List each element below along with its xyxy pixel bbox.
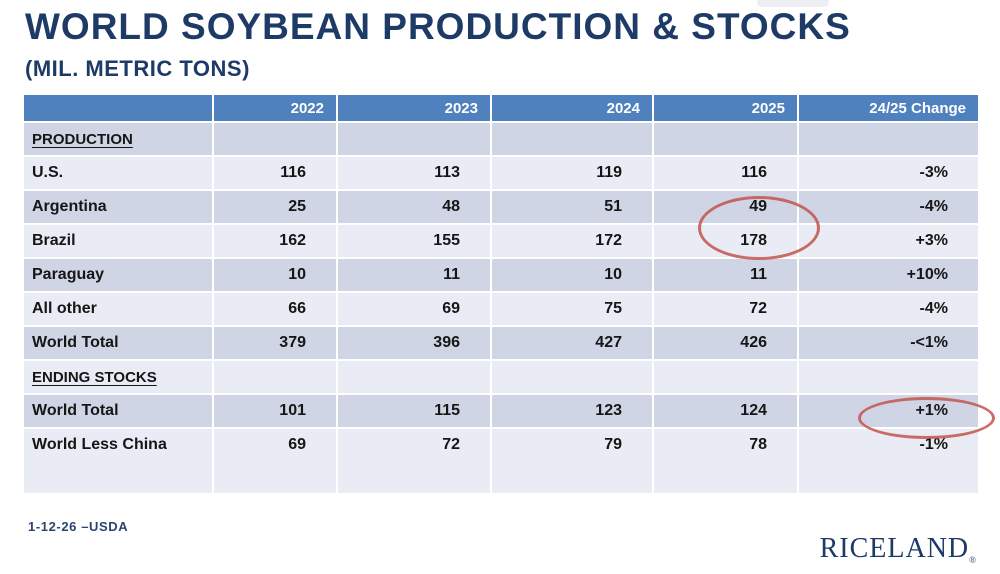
cell-2023: 11	[338, 259, 490, 291]
col-header-2025: 2025	[654, 95, 797, 121]
cell-2023: 113	[338, 157, 490, 189]
cell-2025: 78	[654, 429, 797, 493]
cell-2025: 178	[654, 225, 797, 257]
riceland-logo: RICELAND®	[820, 533, 976, 565]
cell-2025: 72	[654, 293, 797, 325]
cell-change: -3%	[799, 157, 978, 189]
row-label: U.S.	[24, 157, 212, 189]
section-row-ending-stocks: ENDING STOCKS	[24, 361, 978, 393]
cell-change: -1%	[799, 429, 978, 493]
table-row-paraguay: Paraguay 10 11 10 11 +10%	[24, 259, 978, 291]
cell-change: +1%	[799, 395, 978, 427]
cell-2023: 48	[338, 191, 490, 223]
row-label: World Total	[24, 327, 212, 359]
cell-2023: 396	[338, 327, 490, 359]
cell-2023: 115	[338, 395, 490, 427]
col-header-change: 24/25 Change	[799, 95, 978, 121]
row-label: World Less China	[24, 429, 212, 493]
section-row-production: PRODUCTION	[24, 123, 978, 155]
table-row-world-less-china: World Less China 69 72 79 78 -1%	[24, 429, 978, 493]
row-label: World Total	[24, 395, 212, 427]
cell-2024: 75	[492, 293, 652, 325]
row-label: All other	[24, 293, 212, 325]
cell-2024: 119	[492, 157, 652, 189]
cell-2023: 155	[338, 225, 490, 257]
cell-2025: 116	[654, 157, 797, 189]
cell-change: +3%	[799, 225, 978, 257]
col-header-blank	[24, 95, 212, 121]
page-title: WORLD SOYBEAN PRODUCTION & STOCKS	[25, 6, 851, 47]
cell-2024: 427	[492, 327, 652, 359]
cell-2022: 25	[214, 191, 336, 223]
table-row-us: U.S. 116 113 119 116 -3%	[24, 157, 978, 189]
cell-change: -<1%	[799, 327, 978, 359]
cell-change: -4%	[799, 293, 978, 325]
cell-change: -4%	[799, 191, 978, 223]
cell-2022: 116	[214, 157, 336, 189]
cell-2022: 10	[214, 259, 336, 291]
table-row-brazil: Brazil 162 155 172 178 +3%	[24, 225, 978, 257]
table-row-argentina: Argentina 25 48 51 49 -4%	[24, 191, 978, 223]
cell-2022: 101	[214, 395, 336, 427]
source-note: 1-12-26 –USDA	[28, 519, 129, 534]
col-header-2024: 2024	[492, 95, 652, 121]
table-row-all-other: All other 66 69 75 72 -4%	[24, 293, 978, 325]
cell-2022: 66	[214, 293, 336, 325]
page-subtitle: (MIL. METRIC TONS)	[25, 56, 250, 81]
section-label-ending-stocks: ENDING STOCKS	[24, 361, 212, 393]
cell-2025: 124	[654, 395, 797, 427]
cell-2024: 123	[492, 395, 652, 427]
window-artifact	[757, 0, 829, 7]
cell-2024: 172	[492, 225, 652, 257]
cell-2024: 51	[492, 191, 652, 223]
col-header-2023: 2023	[338, 95, 490, 121]
soybean-production-stocks-table: 2022 2023 2024 2025 24/25 Change PRODUCT…	[22, 93, 980, 495]
col-header-2022: 2022	[214, 95, 336, 121]
row-label: Argentina	[24, 191, 212, 223]
cell-2024: 10	[492, 259, 652, 291]
cell-2024: 79	[492, 429, 652, 493]
cell-2022: 162	[214, 225, 336, 257]
cell-2022: 379	[214, 327, 336, 359]
table-row-world-total-production: World Total 379 396 427 426 -<1%	[24, 327, 978, 359]
section-label-production: PRODUCTION	[24, 123, 212, 155]
riceland-logo-text: RICELAND	[819, 533, 970, 564]
cell-2025: 11	[654, 259, 797, 291]
cell-2023: 72	[338, 429, 490, 493]
table-header-row: 2022 2023 2024 2025 24/25 Change	[24, 95, 978, 121]
row-label: Brazil	[24, 225, 212, 257]
cell-2025: 426	[654, 327, 797, 359]
row-label: Paraguay	[24, 259, 212, 291]
cell-2025: 49	[654, 191, 797, 223]
cell-2023: 69	[338, 293, 490, 325]
table-row-world-total-stocks: World Total 101 115 123 124 +1%	[24, 395, 978, 427]
registered-trademark-icon: ®	[969, 555, 976, 565]
cell-change: +10%	[799, 259, 978, 291]
cell-2022: 69	[214, 429, 336, 493]
